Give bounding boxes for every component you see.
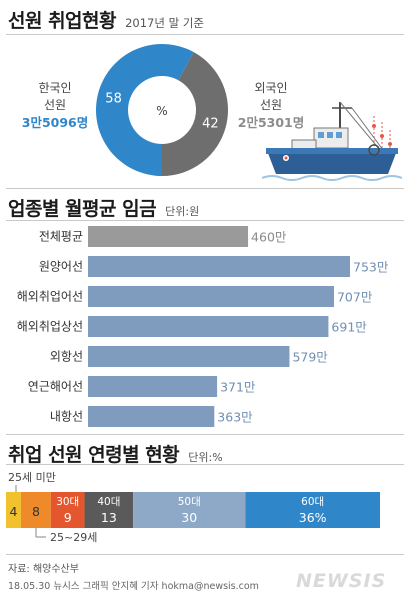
section1-title: 선원 취업현황 <box>8 10 117 32</box>
wage-bar <box>88 286 334 307</box>
wage-value-label: 460만 <box>251 230 287 245</box>
section3-top-divider <box>6 434 404 435</box>
note-under25: 25세 미만 <box>8 471 56 484</box>
footer-divider <box>6 554 404 555</box>
wage-value-label: 363만 <box>217 410 253 425</box>
wage-category-label: 외항선 <box>50 350 83 364</box>
foreign-label-line1: 외국인 <box>254 81 288 95</box>
wage-category-label: 전체평균 <box>39 230 83 244</box>
donut-center-label: % <box>156 104 167 118</box>
age-segment <box>50 492 85 528</box>
wage-bar <box>88 226 249 247</box>
wage-category-label: 내항선 <box>50 410 83 424</box>
section3-unit: 단위:% <box>188 451 223 464</box>
section1-header: 선원 취업현황 2017년 말 기준 <box>8 6 204 33</box>
foreign-label-line2: 선원 <box>259 98 283 112</box>
wage-value-label: 371만 <box>220 380 256 395</box>
age-segment-category: 40대 <box>97 496 120 508</box>
section1-divider <box>6 34 404 35</box>
ship-illustration <box>262 101 402 181</box>
note-25-29: 25~29세 <box>50 531 97 544</box>
wage-bar <box>88 406 215 427</box>
section2-top-divider <box>6 188 404 189</box>
donut-chart: 58 42 % <box>96 44 228 176</box>
age-segment-value: 30 <box>181 510 197 525</box>
age-segment <box>6 492 21 528</box>
wage-bar <box>88 346 290 367</box>
domestic-count: 3만5096명 <box>21 115 89 130</box>
age-segment <box>133 492 246 528</box>
wage-category-label: 원양어선 <box>39 260 83 274</box>
donut-slice-label-0: 58 <box>105 92 122 107</box>
wage-bar <box>88 316 329 337</box>
wage-value-label: 707만 <box>337 290 373 305</box>
wage-category-label: 해외취업상선 <box>17 320 83 334</box>
wage-category-label: 해외취업어선 <box>17 290 83 304</box>
foreign-count: 2만5301명 <box>237 115 305 130</box>
domestic-label-line1: 한국인 <box>38 81 72 95</box>
age-segment-category: 30대 <box>56 496 79 508</box>
age-segment-value: 9 <box>64 510 72 525</box>
domestic-label-line2: 선원 <box>43 98 67 112</box>
donut-slice-1 <box>162 52 228 176</box>
domestic-label: 한국인 선원 3만5096명 <box>20 80 90 131</box>
donut-slice-label-1: 42 <box>202 116 219 131</box>
section2-divider <box>6 220 404 221</box>
wage-bar <box>88 376 218 397</box>
source-text: 자료: 해양수산부 <box>8 564 79 575</box>
section2-unit: 단위:원 <box>165 205 200 218</box>
age-segment <box>84 492 134 528</box>
donut-slice-0 <box>96 44 194 176</box>
age-segment-value: 36% <box>299 510 327 525</box>
wage-category-label: 연근해어선 <box>28 380 83 394</box>
section2-title: 업종별 월평균 임금 <box>8 198 157 220</box>
age-segment-value: 4 <box>10 504 18 519</box>
age-segment-category: 50대 <box>178 496 201 508</box>
section3-divider <box>6 464 404 465</box>
wage-value-label: 753만 <box>353 260 389 275</box>
age-segment-value: 13 <box>101 510 117 525</box>
age-segment <box>20 492 51 528</box>
age-segment-category: 60대 <box>301 496 324 508</box>
wage-value-label: 691만 <box>331 320 367 335</box>
wage-bar <box>88 256 350 277</box>
age-segment <box>245 492 380 528</box>
section3-title: 취업 선원 연령별 현황 <box>8 444 180 466</box>
section1-subtitle: 2017년 말 기준 <box>125 16 204 30</box>
foreign-label: 외국인 선원 2만5301명 <box>236 80 306 131</box>
age-segment-value: 8 <box>32 504 40 519</box>
age-stacked-bar: 25세 미만 4 8 30대 9 40대 13 50대 30 60대 36% 25~29세 <box>6 471 380 544</box>
credit-text: 18.05.30 뉴시스 그래픽 안지혜 기자 hokma@newsis.com <box>8 581 259 592</box>
section3-header: 취업 선원 연령별 현황 단위:% <box>8 440 223 467</box>
wage-value-label: 579만 <box>292 350 328 365</box>
newsis-watermark: NEWSIS <box>296 570 387 592</box>
section2-header: 업종별 월평균 임금 단위:원 <box>8 194 199 221</box>
